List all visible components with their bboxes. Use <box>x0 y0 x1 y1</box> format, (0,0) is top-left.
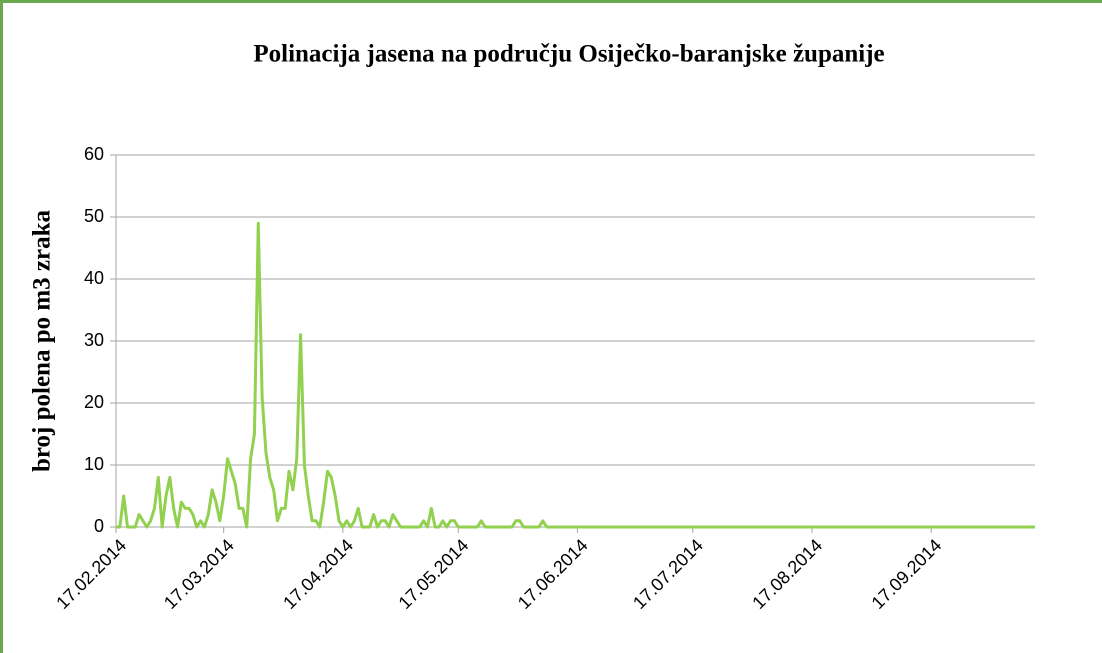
y-tick-label: 40 <box>84 268 104 288</box>
y-tick-label: 20 <box>84 392 104 412</box>
y-tick-label: 50 <box>84 206 104 226</box>
x-tick-label: 17.09.2014 <box>868 535 946 613</box>
y-axis-label: broj polena po m3 zraka <box>29 209 56 472</box>
x-tick-label: 17.06.2014 <box>514 535 592 613</box>
data-line <box>116 221 1035 529</box>
x-tick-label: 17.07.2014 <box>629 535 707 613</box>
x-tick-label: 17.08.2014 <box>748 535 826 613</box>
y-tick-label: 60 <box>84 144 104 164</box>
y-tick-label: 30 <box>84 330 104 350</box>
x-tick-label: 17.02.2014 <box>52 535 130 613</box>
y-tick-label: 0 <box>94 516 104 536</box>
x-tick-label: 17.03.2014 <box>160 535 238 613</box>
chart-title: Polinacija jasena na području Osiječko-b… <box>253 41 884 68</box>
y-tick-label: 10 <box>84 454 104 474</box>
x-tick-label: 17.04.2014 <box>279 535 357 613</box>
x-tick-label: 17.05.2014 <box>395 535 473 613</box>
